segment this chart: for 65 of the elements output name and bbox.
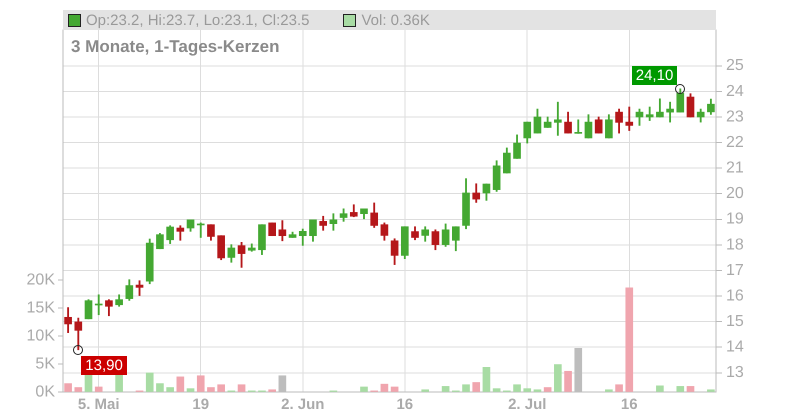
bar	[390, 386, 398, 392]
bar	[482, 367, 490, 392]
y2-tick-label: 15K	[26, 299, 56, 316]
bar	[380, 384, 388, 392]
x-tick-label: 16	[620, 396, 638, 414]
bar	[238, 384, 246, 392]
bar	[544, 387, 552, 392]
bar	[74, 387, 82, 392]
candlestick	[554, 102, 562, 136]
bar	[564, 370, 572, 392]
text: Vol: 0.36K	[361, 12, 430, 28]
y-tick-label: 20	[726, 185, 744, 202]
y-tick-label: 18	[726, 236, 744, 254]
bar	[146, 372, 154, 392]
bar	[166, 387, 174, 392]
y2-tick-label: 20K	[26, 271, 56, 288]
x-tick-label: 19	[192, 396, 210, 414]
bar	[492, 388, 500, 392]
y-tick-label: 13	[726, 364, 744, 382]
bar	[268, 389, 276, 392]
bar	[625, 287, 634, 392]
bar	[513, 384, 521, 392]
bar	[615, 384, 623, 392]
x-tick-label: 2. Jun	[281, 396, 324, 414]
y2-tick-label: 10K	[26, 327, 56, 344]
y-tick-label: 25	[726, 57, 744, 74]
chart-title: 3 Monate, 1-Tages-Kerzen	[71, 37, 280, 57]
annotation: 13,90	[81, 356, 127, 375]
x-tick-label: 2. Jul	[508, 396, 546, 414]
bar	[176, 376, 184, 392]
bar	[196, 375, 205, 392]
bar	[523, 388, 532, 392]
y-tick-label: 16	[726, 287, 744, 304]
y-tick-label: 15	[726, 313, 744, 330]
bar	[442, 386, 450, 392]
bar	[94, 386, 103, 392]
x-tick-label: 5. Mai	[78, 396, 120, 414]
bar	[207, 387, 215, 392]
bar	[676, 386, 684, 392]
y-tick-label: 23	[726, 108, 744, 126]
x-tick-label: 16	[396, 396, 414, 414]
bar	[686, 386, 694, 392]
y-tick-label: 22	[726, 134, 744, 151]
bar	[217, 384, 225, 392]
bar	[656, 386, 664, 392]
y2-tick-label: 0K	[35, 383, 56, 400]
y2-tick-label: 5K	[35, 355, 56, 372]
bar	[554, 364, 562, 392]
bar	[64, 383, 72, 392]
bar	[605, 389, 613, 392]
annotation: 24,10	[632, 66, 678, 85]
bar	[360, 386, 368, 392]
y-tick-label: 19	[726, 210, 744, 228]
bar	[462, 384, 470, 392]
bar	[421, 389, 430, 392]
bar	[156, 383, 164, 392]
y-tick-label: 21	[726, 160, 744, 177]
text: Op:23.2, Hi:23.7, Lo:23.1, Cl:23.5	[86, 12, 310, 28]
bar	[707, 389, 715, 392]
bar	[472, 382, 480, 392]
y-tick-label: 17	[726, 262, 744, 279]
bar	[534, 389, 542, 392]
bar	[186, 388, 194, 392]
y-tick-label: 24	[726, 82, 744, 100]
y-tick-label: 14	[726, 338, 744, 356]
